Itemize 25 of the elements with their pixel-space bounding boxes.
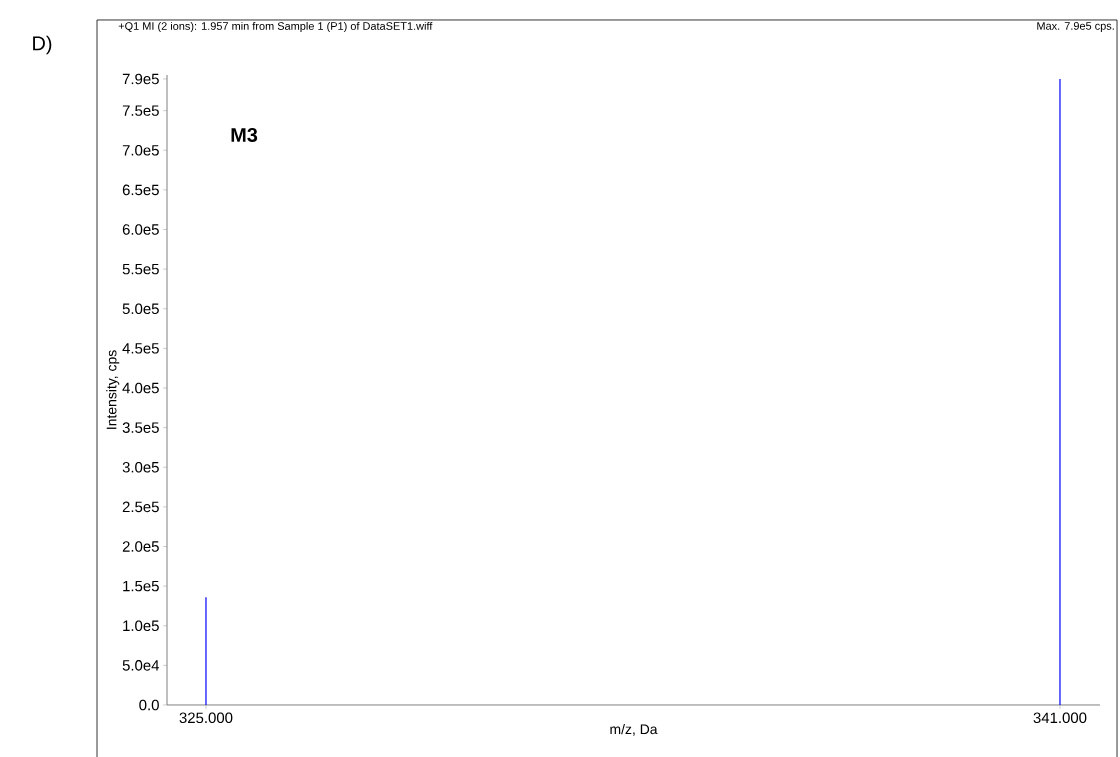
chart-title: +Q1 MI (2 ions): 1.957 min from Sample 1 (P1) of DataSET1.wiff [118,21,433,33]
y-tick-label: 4.5e5 [122,343,159,354]
y-tick-label: 5.5e5 [122,263,159,275]
y-tick-label: 0.0 [139,699,159,711]
x-axis-title: m/z, Da [610,723,658,736]
y-tick-label: 5.0e4 [122,660,160,671]
y-tick-label: 2.0e5 [122,541,159,552]
y-tick-label: 3.0e5 [122,461,159,473]
y-tick-label: 7.5e5 [122,105,159,116]
y-axis-title: Intensity, cps [106,350,120,429]
y-tick-label: 6.0e5 [122,224,159,235]
y-tick-label: 3.5e5 [122,422,159,433]
text: D) [33,35,52,55]
y-tick-label: 6.5e5 [122,184,159,196]
y-tick-label: 1.5e5 [123,580,159,592]
y-tick-label: 4.0e5 [122,382,159,394]
y-tick-label: 7.0e5 [122,144,159,156]
y-tick-label: 7.9e5 [122,73,159,85]
y-tick-label: 2.5e5 [122,501,159,513]
x-tick-label: 325.000 [179,712,233,724]
y-tick-label: 1.0e5 [123,620,159,632]
text: Max. 7.9e5 cps. [1037,22,1114,32]
y-tick-label: 5.0e5 [122,303,159,315]
x-tick-label: 341.000 [1033,712,1087,724]
annotation: M3 [231,127,258,143]
